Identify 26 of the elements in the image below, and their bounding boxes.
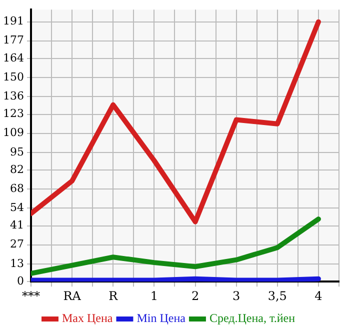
y-tick-label: 68 <box>10 182 24 195</box>
y-tick-label: 191 <box>2 14 24 28</box>
y-tick-label: 82 <box>10 162 24 176</box>
legend-label: Min Цена <box>136 311 186 326</box>
x-tick-label: RA <box>63 288 82 303</box>
y-tick-label: 13 <box>10 256 24 270</box>
y-tick-label: 136 <box>2 90 24 102</box>
x-tick-label: 2 <box>191 288 200 303</box>
x-tick-label: 3,5 <box>268 288 287 303</box>
x-tick-label: 4 <box>314 288 323 303</box>
y-tick-label: 0 <box>16 274 24 288</box>
y-tick-label: 95 <box>10 145 24 158</box>
y-tick-label: 150 <box>2 70 24 84</box>
y-tick-label: 109 <box>2 126 24 140</box>
legend-label: Сред.Цена, т.йен <box>209 311 296 326</box>
y-tick-label: 164 <box>2 51 24 64</box>
y-tick-label: 177 <box>2 34 24 47</box>
x-tick-label: 1 <box>150 288 158 303</box>
y-tick-label: 27 <box>10 238 24 251</box>
x-tick-label: R <box>108 288 119 303</box>
y-tick-label: 123 <box>2 107 24 120</box>
y-tick-label: 41 <box>10 218 24 232</box>
y-tick-label: 54 <box>10 201 24 214</box>
legend-label: Max Цена <box>62 311 114 326</box>
x-tick-label: 3 <box>232 288 240 303</box>
x-tick-label: *** <box>22 288 40 303</box>
